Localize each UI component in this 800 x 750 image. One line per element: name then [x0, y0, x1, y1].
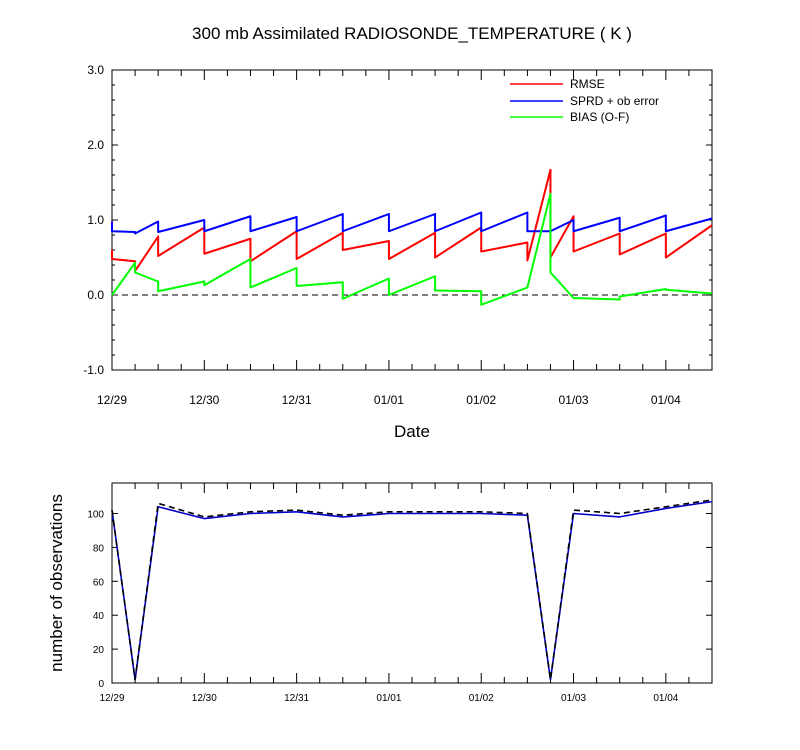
legend-label-bias: BIAS (O-F): [570, 110, 629, 124]
y-axis-label-observations: number of observations: [47, 494, 66, 672]
series-line-bias-o-f: [111, 192, 713, 306]
legend-label-sprd: SPRD + ob error: [570, 94, 659, 108]
observations-y-tick-label: 100: [87, 510, 104, 521]
x-axis-label-date: Date: [394, 422, 430, 441]
series-line-observations-solid: [111, 500, 713, 681]
observations-x-tick-label: 01/01: [376, 693, 401, 704]
observations-x-tick-label: 12/31: [284, 693, 309, 704]
observations-series: [111, 499, 713, 681]
temperature-x-tick-label: 01/01: [374, 393, 404, 407]
observations-x-tick-label: 12/29: [99, 693, 124, 704]
observations-x-tick-label: 12/30: [192, 693, 217, 704]
temperature-x-tick-label: 12/29: [97, 393, 127, 407]
temperature-x-tick-label: 01/04: [651, 393, 681, 407]
temperature-x-tick-label: 12/30: [189, 393, 219, 407]
observations-panel: 0 20 40 60 80 100 12/29 12/30 12/31 01/01 01/02 01…: [47, 482, 713, 704]
temperature-panel: -1.0 0.0 1.0 2.0 3.0 12/29 12/30 12/31 01/01 01/…: [83, 63, 713, 441]
observations-x-tick-label: 01/03: [561, 693, 586, 704]
observations-y-tick-label: 0: [98, 679, 104, 690]
temperature-x-tick-label: 01/03: [559, 393, 589, 407]
temperature-y-tick-label: 1.0: [87, 213, 104, 227]
legend: RMSE SPRD + ob error BIAS (O-F): [510, 77, 659, 124]
legend-label-rmse: RMSE: [570, 77, 605, 91]
temperature-y-tick-label: 2.0: [87, 138, 104, 152]
temperature-x-axis: 12/29 12/30 12/31 01/01 01/02 01/03 01/04: [97, 70, 713, 407]
chart-title: 300 mb Assimilated RADIOSONDE_TEMPERATUR…: [192, 24, 632, 43]
observations-y-axis: 0 20 40 60 80 100: [87, 510, 712, 690]
observations-y-tick-label: 40: [93, 611, 105, 622]
temperature-x-tick-label: 12/31: [282, 393, 312, 407]
series-line-rmse: [111, 168, 713, 272]
observations-x-tick-label: 01/02: [469, 693, 494, 704]
temperature-y-tick-label: 3.0: [87, 63, 104, 77]
observations-x-tick-label: 01/04: [653, 693, 678, 704]
observations-y-tick-label: 80: [93, 543, 105, 554]
observations-y-tick-label: 20: [93, 645, 105, 656]
observations-y-tick-label: 60: [93, 577, 105, 588]
temperature-x-tick-label: 01/02: [466, 393, 496, 407]
temperature-y-tick-label: 0.0: [87, 288, 104, 302]
series-line-observations-dashed: [111, 499, 713, 681]
temperature-y-tick-label: -1.0: [83, 363, 104, 377]
temperature-series: [111, 168, 713, 306]
series-line-sprd-ob-error: [111, 211, 713, 235]
